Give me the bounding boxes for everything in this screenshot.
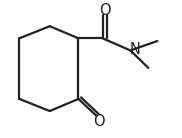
Text: O: O (99, 3, 111, 18)
Text: O: O (93, 114, 105, 129)
Text: N: N (129, 42, 140, 57)
